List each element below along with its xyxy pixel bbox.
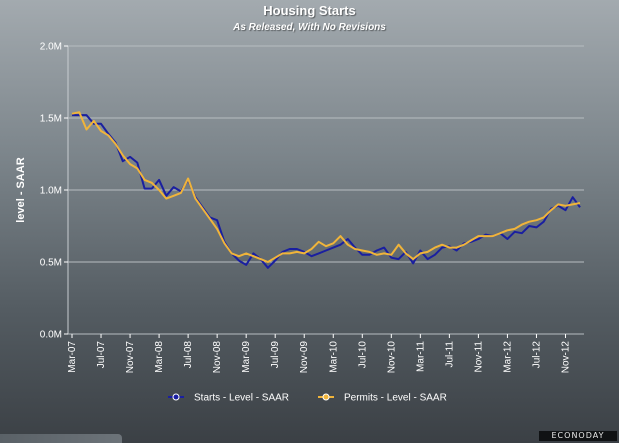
econoday-logo: ECONODAY	[539, 431, 617, 441]
series-lines	[71, 111, 581, 269]
legend-item-permits[interactable]: Permits - Level - SAAR	[318, 393, 447, 404]
x-tick-label: Jul-09	[270, 341, 281, 369]
x-axis: Mar-07 Jul-07 Nov-07 Mar-08 Jul-08 Nov-08 Mar-…	[67, 334, 571, 373]
bottom-left-tab	[0, 434, 122, 443]
chart-title: Housing Starts	[263, 3, 356, 18]
legend[interactable]: Starts - Level - SAAR Permits - Level - S…	[168, 393, 447, 404]
y-tick-label: 1.5M	[40, 114, 62, 125]
x-tick-label: Nov-10	[386, 341, 397, 374]
x-tick-label: Mar-10	[328, 341, 339, 373]
y-tick-label: 2.0M	[40, 42, 62, 53]
x-tick-label: Nov-09	[299, 341, 310, 374]
legend-label: Starts - Level - SAAR	[194, 393, 289, 404]
x-tick-label: Jul-07	[96, 341, 107, 369]
legend-marker	[172, 393, 180, 401]
y-tick-label: 0.0M	[40, 330, 62, 341]
chart-subtitle: As Released, With No Revisions	[233, 22, 386, 33]
x-tick-label: Mar-09	[241, 341, 252, 373]
legend-label: Permits - Level - SAAR	[344, 393, 447, 404]
y-axis: 0.0M 0.5M 1.0M 1.5M 2.0M	[40, 42, 68, 341]
y-tick-label: 0.5M	[40, 258, 62, 269]
x-tick-label: Nov-07	[125, 341, 136, 374]
x-tick-label: Nov-08	[212, 341, 223, 374]
x-tick-label: Jul-08	[183, 341, 194, 369]
x-tick-label: Mar-08	[154, 341, 165, 373]
series-line-permits	[71, 111, 581, 263]
legend-marker	[322, 393, 330, 401]
y-axis-title: level - SAAR	[15, 157, 27, 222]
series-line-starts	[72, 114, 581, 269]
x-tick-label: Nov-12	[560, 341, 571, 374]
x-tick-label: Jul-10	[357, 341, 368, 369]
x-tick-label: Nov-11	[473, 341, 484, 373]
x-tick-label: Jul-11	[444, 341, 455, 368]
x-tick-label: Mar-07	[67, 341, 78, 373]
x-tick-label: Mar-11	[415, 341, 426, 372]
grid	[67, 45, 584, 335]
x-tick-label: Mar-12	[502, 341, 513, 373]
legend-item-starts[interactable]: Starts - Level - SAAR	[168, 393, 289, 404]
x-tick-label: Jul-12	[531, 341, 542, 369]
y-tick-label: 1.0M	[40, 186, 62, 197]
